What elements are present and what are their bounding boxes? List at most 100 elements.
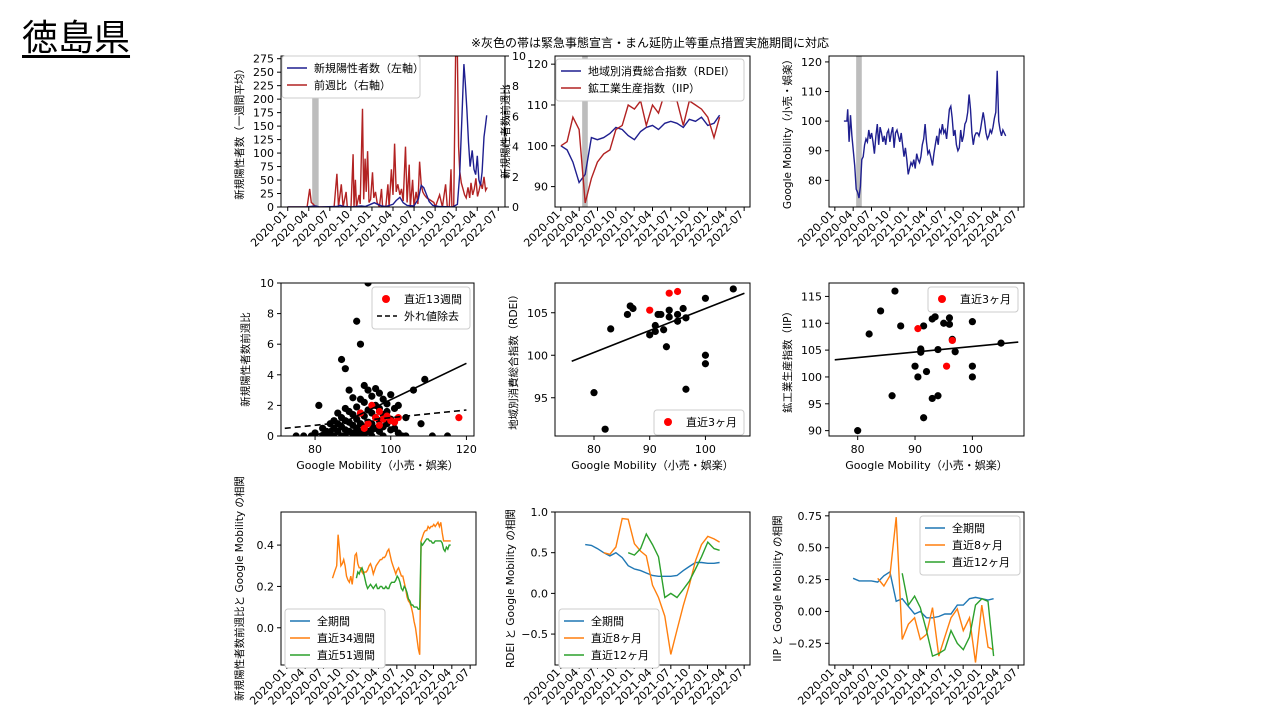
scatter_rdei-ytick-label: 105 <box>527 307 548 320</box>
scatter_cases-legend-label: 外れ値除去 <box>404 309 459 323</box>
corr_cases-legend-label: 直近34週間 <box>317 631 375 645</box>
scatter_rdei-recent-point <box>646 306 654 314</box>
scatter_cases-point <box>292 432 300 436</box>
scatter_rdei-point <box>665 306 673 314</box>
scatter_cases-point <box>364 283 372 287</box>
cases-y2tick-label: 2 <box>512 171 519 184</box>
cases-ytick-label: 50 <box>260 174 274 187</box>
scatter_rdei-point <box>673 310 682 319</box>
scatter_rdei-legend-box <box>653 409 745 436</box>
scatter_iip-recent-point <box>942 362 951 370</box>
scatter_iip-ytick-label: 110 <box>801 317 822 330</box>
scatter_iip-point <box>945 320 954 328</box>
scatter_cases-point <box>402 432 410 436</box>
scatter_iip-xlabel: Google Mobility（小売・娯楽） <box>845 458 1007 472</box>
scatter_rdei-point <box>729 285 737 293</box>
cases-y2tick-label: 8 <box>512 80 519 93</box>
corr_iip-ytick-label: 0.00 <box>798 605 823 618</box>
cases-legend-box <box>281 55 421 99</box>
cases-ratio-line <box>287 56 488 207</box>
scatter_iip-plot-area <box>834 287 1019 435</box>
scatter_cases-point <box>349 394 357 402</box>
corr_iip-ytick-label: 0.50 <box>798 542 823 555</box>
scatter_iip-legend-marker <box>938 295 946 303</box>
scatter_iip-ytick-label: 100 <box>801 371 822 384</box>
corr_rdei-legend-label: 直近12ヶ月 <box>591 648 649 662</box>
scatter_iip-point <box>968 362 976 370</box>
scatter_rdei-point <box>665 313 673 321</box>
corr_rdei-ytick-label: −0.5 <box>521 628 548 641</box>
cases-ylabel: 新規陽性者数（一週間平均） <box>233 63 246 200</box>
scatter_rdei-point <box>657 310 665 319</box>
scatter_iip-ytick-label: 95 <box>808 398 822 411</box>
scatter_cases-point <box>337 355 346 364</box>
scatter_cases-point <box>360 398 368 406</box>
scatter_iip-xtick-label: 100 <box>962 443 983 456</box>
mobility-line <box>843 70 1007 199</box>
cases-y2tick-label: 4 <box>512 141 519 154</box>
corr_rdei-ylabel: RDEI と Google Mobility の相関 <box>504 509 517 668</box>
mobility-ytick-label: 100 <box>801 115 822 128</box>
corr_cases-series-line-2 <box>355 538 451 610</box>
scatter_rdei-recent-point <box>673 287 682 296</box>
corr_rdei-legend-label: 直近8ヶ月 <box>591 631 642 645</box>
scatter_iip-point <box>931 313 939 321</box>
scatter_cases-recent-point <box>372 414 380 422</box>
corr_cases-series-line-1 <box>331 520 451 655</box>
scatter_cases-point <box>300 432 308 436</box>
corr_iip-legend-label: 直近8ヶ月 <box>952 538 1003 552</box>
scatter_cases-point <box>375 389 383 397</box>
scatter_iip-point <box>968 318 976 326</box>
corr_cases-ytick-label: 0.2 <box>257 580 275 593</box>
corr_iip-series-line-0 <box>852 570 994 619</box>
scatter_cases-point <box>417 420 425 428</box>
scatter_rdei-fit-line <box>571 292 745 362</box>
scatter_rdei-point <box>701 351 710 359</box>
scatter_cases-fit-line-outliers-removed <box>284 409 467 430</box>
scatter_iip-point <box>877 307 885 315</box>
corr_cases-legend-box <box>284 608 386 669</box>
scatter_rdei-point <box>660 326 668 334</box>
corr_iip-legend-box <box>919 515 1021 576</box>
scatter_cases-xlabel: Google Mobility（小売・娯楽） <box>296 458 458 472</box>
cases-ytick-label: 100 <box>253 147 274 160</box>
rdei-ytick-label: 100 <box>527 140 548 153</box>
corr_rdei-legend-label: 全期間 <box>591 614 624 628</box>
scatter_cases-point <box>345 386 353 394</box>
scatter_iip-point <box>914 373 922 381</box>
scatter_iip-point <box>911 362 919 370</box>
scatter_cases-point <box>368 392 376 400</box>
corr_rdei-series-line-2 <box>627 532 720 599</box>
scatter_iip-ytick-label: 115 <box>801 290 822 303</box>
scatter_cases-point <box>368 432 376 436</box>
cases-y2tick-label: 10 <box>512 50 526 63</box>
scatter_cases-legend-marker <box>382 295 390 303</box>
cases-ytick-label: 175 <box>253 107 274 120</box>
scatter_cases-point <box>353 317 361 325</box>
scatter_iip-frame <box>828 282 1025 437</box>
scatter_cases-fit-line <box>314 362 467 436</box>
scatter_cases-point <box>353 403 361 411</box>
scatter_cases-ylabel: 新規陽性者数前週比 <box>239 312 252 407</box>
scatter_rdei-recent-point <box>665 289 673 297</box>
scatter_rdei-point <box>679 304 687 313</box>
corr_rdei-ytick-label: 0.0 <box>531 587 549 600</box>
cases-ytick-label: 150 <box>253 120 274 133</box>
scatter_cases-xtick-label: 80 <box>308 443 322 456</box>
corr_cases-legend-label: 直近51週間 <box>317 648 375 662</box>
rdei-ytick-label: 90 <box>534 181 548 194</box>
rdei-legend-label: 鉱工業生産指数（IIP） <box>588 81 700 95</box>
corr_iip-ytick-label: 0.25 <box>798 574 823 587</box>
cases-y2label: 新規陽性者数前週比 <box>499 84 512 179</box>
scatter_rdei-legend-marker <box>664 418 672 426</box>
scatter_rdei-xlabel: Google Mobility（小売・娯楽） <box>571 458 733 472</box>
scatter_cases-point <box>356 340 365 348</box>
scatter_cases-ytick-label: 0 <box>267 430 274 443</box>
scatter_iip-ytick-label: 105 <box>801 344 822 357</box>
scatter_cases-ytick-label: 8 <box>267 308 274 321</box>
scatter_iip-xtick-label: 90 <box>908 443 922 456</box>
cases-ytick-label: 125 <box>253 134 274 147</box>
corr_iip-ylabel: IIP と Google Mobility の相関 <box>771 515 784 661</box>
scatter_iip-point <box>920 414 928 422</box>
